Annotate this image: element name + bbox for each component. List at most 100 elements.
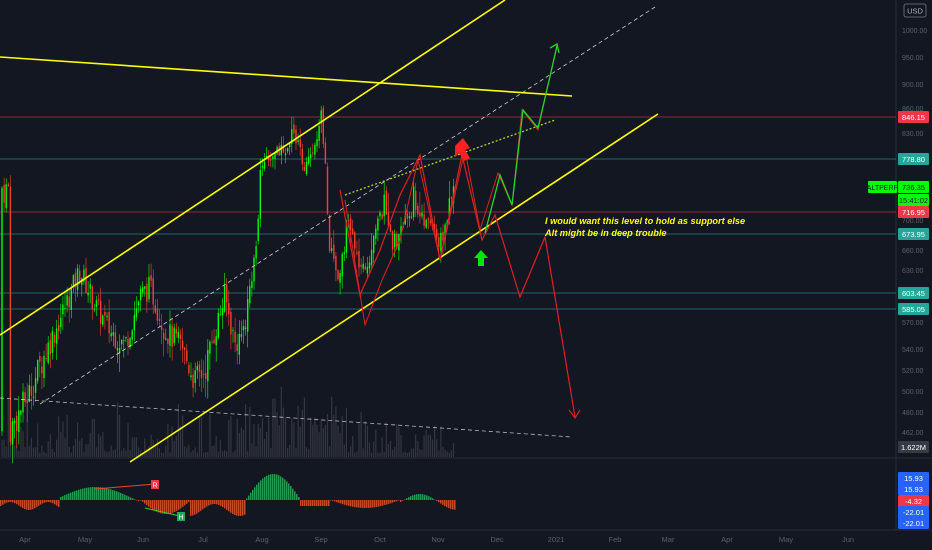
candle-body bbox=[404, 215, 406, 225]
volume-bar bbox=[305, 447, 308, 457]
candle-body bbox=[43, 355, 45, 379]
volume-bar bbox=[161, 452, 163, 457]
oscillator-bar bbox=[140, 500, 142, 501]
oscillator-bar bbox=[322, 500, 324, 506]
oscillator-bar bbox=[156, 500, 158, 512]
volume-bar bbox=[287, 447, 289, 457]
oscillator-bar bbox=[188, 500, 190, 502]
oscillator-bar bbox=[212, 500, 214, 505]
oscillator-bar bbox=[402, 500, 404, 501]
oscillator-bar bbox=[266, 475, 268, 500]
oscillator-bar bbox=[376, 500, 378, 507]
volume-bar bbox=[175, 435, 177, 457]
volume-bar bbox=[448, 452, 450, 457]
candle-body bbox=[284, 153, 287, 156]
volume-bar bbox=[148, 446, 150, 457]
candle-body bbox=[102, 315, 104, 325]
candle-body bbox=[175, 328, 177, 334]
oscillator-bar bbox=[226, 500, 228, 510]
volume-bar bbox=[301, 409, 303, 457]
candle-body bbox=[417, 205, 419, 215]
oscillator-bar bbox=[438, 500, 440, 503]
candle-body bbox=[272, 156, 274, 159]
oscillator-bar bbox=[206, 500, 208, 507]
candle-body bbox=[368, 262, 371, 269]
oscillator-bar bbox=[254, 487, 256, 500]
volume-bar bbox=[102, 432, 104, 457]
oscillator-bar bbox=[112, 489, 114, 500]
volume-bar bbox=[129, 450, 131, 457]
oscillator-bar bbox=[216, 500, 218, 505]
volume-bar bbox=[60, 432, 62, 457]
oscillator-bar bbox=[262, 478, 264, 500]
candle-body bbox=[169, 324, 171, 346]
time-axis[interactable]: Apr May Jun Jul Aug Sep Oct Nov Dec 2021 Feb Mar Apr… bbox=[19, 535, 854, 544]
candle-body bbox=[127, 339, 129, 346]
resistance-trendline bbox=[0, 56, 573, 97]
volume-bar bbox=[131, 437, 133, 457]
candle-body bbox=[3, 184, 5, 203]
oscillator-bar bbox=[2, 500, 4, 505]
volume-bar bbox=[104, 450, 106, 457]
oscillator-bar bbox=[102, 487, 104, 500]
volume-bar bbox=[312, 424, 314, 457]
oscillator-bar bbox=[338, 500, 340, 503]
candle-body bbox=[53, 335, 56, 343]
volume-bar bbox=[77, 422, 79, 457]
oscillator-bar bbox=[410, 496, 412, 500]
volume-bar bbox=[213, 445, 215, 457]
candle-body bbox=[76, 268, 79, 291]
oscillator-bar bbox=[396, 500, 398, 502]
oscillator-bar bbox=[332, 500, 334, 501]
candle-body bbox=[234, 331, 236, 343]
oscillator-bar bbox=[62, 496, 64, 500]
volume-bar bbox=[425, 430, 427, 457]
volume-bar bbox=[268, 417, 270, 457]
candle-body bbox=[83, 269, 85, 282]
candle-body bbox=[251, 281, 253, 288]
trend-drawings[interactable] bbox=[0, 0, 659, 463]
oscillator-bar bbox=[276, 474, 278, 500]
oscillator-bar bbox=[444, 500, 446, 507]
candle-body bbox=[223, 285, 226, 312]
volume-bar bbox=[62, 421, 64, 457]
candle-body bbox=[318, 126, 320, 141]
oscillator-bar bbox=[406, 498, 408, 500]
oscillator-bar bbox=[408, 497, 410, 500]
volume-bar bbox=[7, 398, 9, 457]
volume-bar bbox=[219, 440, 221, 457]
oscillator-bar bbox=[142, 500, 144, 502]
currency-badge[interactable] bbox=[903, 3, 927, 18]
volume-bar bbox=[95, 447, 98, 457]
volume-bar bbox=[30, 437, 32, 457]
candle-body bbox=[62, 304, 64, 315]
volume-bar bbox=[89, 433, 91, 457]
oscillator-bar bbox=[246, 498, 248, 500]
oscillator-bar bbox=[114, 490, 116, 500]
volume-bar bbox=[308, 449, 310, 457]
oscillator-bar bbox=[292, 488, 294, 500]
oscillator-bar bbox=[128, 496, 130, 500]
volume-bar bbox=[234, 450, 236, 457]
volume-bar bbox=[167, 423, 169, 457]
volume-bar bbox=[169, 452, 171, 457]
price-tick-label: 830.00 bbox=[902, 131, 924, 138]
volume-bar bbox=[215, 435, 217, 457]
oscillator-bar bbox=[76, 490, 78, 500]
volume-bar bbox=[236, 418, 238, 457]
candle-body bbox=[324, 142, 327, 164]
price-tag-label: 15.93 bbox=[904, 474, 923, 483]
volume-bar bbox=[358, 423, 360, 457]
candle-body bbox=[221, 308, 224, 316]
volume-bar bbox=[373, 441, 375, 457]
oscillator-bar bbox=[148, 500, 150, 507]
candle-body bbox=[213, 339, 215, 344]
volume-bar bbox=[326, 413, 329, 457]
oscillator-bar bbox=[450, 500, 452, 509]
time-axis-label: Sep bbox=[314, 535, 327, 544]
volume-bar bbox=[400, 435, 402, 457]
oscillator-bar bbox=[386, 500, 388, 505]
candle-body bbox=[421, 212, 423, 217]
volume-bar bbox=[436, 439, 438, 457]
